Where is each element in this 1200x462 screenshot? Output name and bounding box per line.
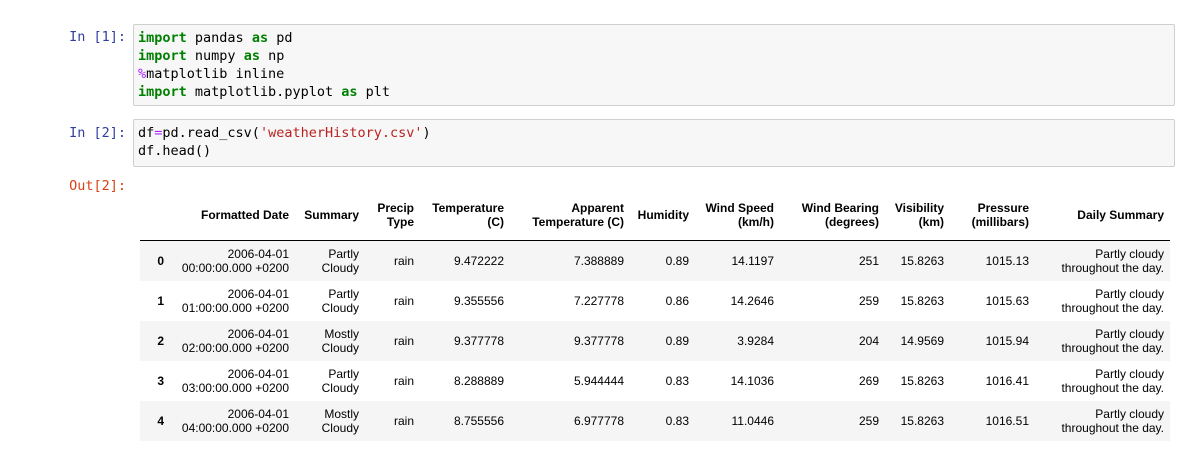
table-cell: 269: [858, 373, 879, 388]
column-header: Humidity: [630, 190, 695, 241]
column-header: Precip Type: [365, 190, 420, 241]
table-cell: rain: [393, 373, 414, 388]
column-header: Pressure (millibars): [950, 190, 1035, 241]
table-cell: 204: [858, 333, 879, 348]
code-cell[interactable]: df=pd.read_csv('weatherHistory.csv') df.h…: [133, 119, 1175, 167]
row-index: 2: [157, 333, 164, 348]
table-cell: 1015.13: [985, 253, 1029, 268]
column-header: Temperature (C): [420, 190, 510, 241]
column-header: Visibility (km): [885, 190, 950, 241]
code-line: import matplotlib.pyplot as plt: [138, 84, 390, 100]
table-cell: 7.227778: [573, 293, 624, 308]
table-cell: 9.355556: [453, 293, 504, 308]
table-cell: 5.944444: [573, 373, 624, 388]
table-cell: Partly cloudy throughout the day.: [1061, 246, 1164, 275]
dataframe: Formatted Date Summary Precip Type Temperat…: [140, 190, 1170, 441]
table-cell: 8.755556: [453, 413, 504, 428]
table-cell: 2006-04-01 04:00:00.000 +0200: [181, 406, 289, 435]
table-cell: 15.8263: [900, 293, 944, 308]
column-header: Formatted Date: [170, 190, 295, 241]
table-cell: 15.8263: [900, 413, 944, 428]
index-header: [140, 190, 170, 241]
table-cell: 9.377778: [573, 333, 624, 348]
input-prompt: In [1]:: [69, 29, 126, 45]
table-cell: 0.86: [665, 293, 689, 308]
input-prompt: In [2]:: [69, 125, 126, 141]
table-cell: 2006-04-01 00:00:00.000 +0200: [181, 246, 289, 275]
table-cell: Partly cloudy throughout the day.: [1061, 286, 1164, 315]
table-cell: 7.388889: [573, 253, 624, 268]
column-header: Wind Speed (km/h): [695, 190, 780, 241]
table-row: 0 2006-04-01 00:00:00.000 +0200 Partly Clo…: [140, 240, 1170, 281]
code-line: %matplotlib inline: [138, 66, 285, 82]
column-header: Daily Summary: [1035, 190, 1170, 241]
column-header: Apparent Temperature (C): [510, 190, 630, 241]
table-cell: 1016.41: [985, 373, 1029, 388]
table-cell: Partly cloudy throughout the day.: [1061, 326, 1164, 355]
table-row: 1 2006-04-01 01:00:00.000 +0200 Partly Clo…: [140, 281, 1170, 321]
table-cell: 9.472222: [453, 253, 504, 268]
table-cell: Mostly Cloudy: [321, 326, 359, 355]
table-cell: Partly cloudy throughout the day.: [1061, 406, 1164, 435]
table-cell: 15.8263: [900, 253, 944, 268]
table-cell: 1015.94: [985, 333, 1029, 348]
table-cell: 0.89: [665, 333, 689, 348]
table-cell: rain: [393, 413, 414, 428]
table-cell: 8.288889: [453, 373, 504, 388]
table-cell: Partly Cloudy: [321, 286, 359, 315]
table-cell: 0.83: [665, 413, 689, 428]
header-row: Formatted Date Summary Precip Type Temperat…: [140, 190, 1170, 241]
table-cell: Partly cloudy throughout the day.: [1061, 366, 1164, 395]
table-cell: 259: [858, 293, 879, 308]
code-line: df=pd.read_csv('weatherHistory.csv'): [138, 125, 431, 141]
row-index: 4: [157, 413, 164, 428]
output-prompt: Out[2]:: [69, 178, 126, 194]
table-cell: rain: [393, 253, 414, 268]
table-cell: 3.9284: [737, 333, 774, 348]
table-cell: 0.83: [665, 373, 689, 388]
table-cell: 15.8263: [900, 373, 944, 388]
table-cell: 259: [858, 413, 879, 428]
row-index: 0: [157, 253, 164, 268]
table-cell: Mostly Cloudy: [321, 406, 359, 435]
table-cell: 11.0446: [731, 413, 775, 428]
table-row: 2 2006-04-01 02:00:00.000 +0200 Mostly Clo…: [140, 320, 1170, 361]
table-cell: Partly Cloudy: [321, 246, 359, 275]
table-cell: rain: [393, 333, 414, 348]
table-cell: 6.977778: [573, 413, 624, 428]
table-cell: Partly Cloudy: [321, 366, 359, 395]
table-cell: 14.9569: [900, 333, 944, 348]
table-cell: 0.89: [665, 253, 689, 268]
row-index: 1: [157, 293, 164, 308]
table-row: 4 2006-04-01 04:00:00.000 +0200 Mostly Clo…: [140, 400, 1170, 441]
column-header: Summary: [295, 190, 365, 241]
row-index: 3: [157, 373, 164, 388]
code-cell[interactable]: import pandas as pd import numpy as np %ma…: [133, 24, 1175, 106]
table-cell: 1016.51: [985, 413, 1029, 428]
table-row: 3 2006-04-01 03:00:00.000 +0200 Partly Clo…: [140, 361, 1170, 401]
table-cell: 14.2646: [730, 293, 774, 308]
table-cell: 2006-04-01 02:00:00.000 +0200: [181, 326, 289, 355]
table-cell: 14.1036: [730, 373, 774, 388]
column-header: Wind Bearing (degrees): [780, 190, 885, 241]
table-cell: rain: [393, 293, 414, 308]
table-cell: 2006-04-01 03:00:00.000 +0200: [181, 366, 289, 395]
code-line: import pandas as pd: [138, 30, 293, 46]
table-cell: 2006-04-01 01:00:00.000 +0200: [181, 286, 289, 315]
table-cell: 9.377778: [453, 333, 504, 348]
table-cell: 1015.63: [985, 293, 1029, 308]
code-line: df.head(): [138, 143, 212, 159]
table-cell: 14.1197: [731, 253, 775, 268]
table-cell: 251: [858, 253, 879, 268]
code-line: import numpy as np: [138, 48, 285, 64]
